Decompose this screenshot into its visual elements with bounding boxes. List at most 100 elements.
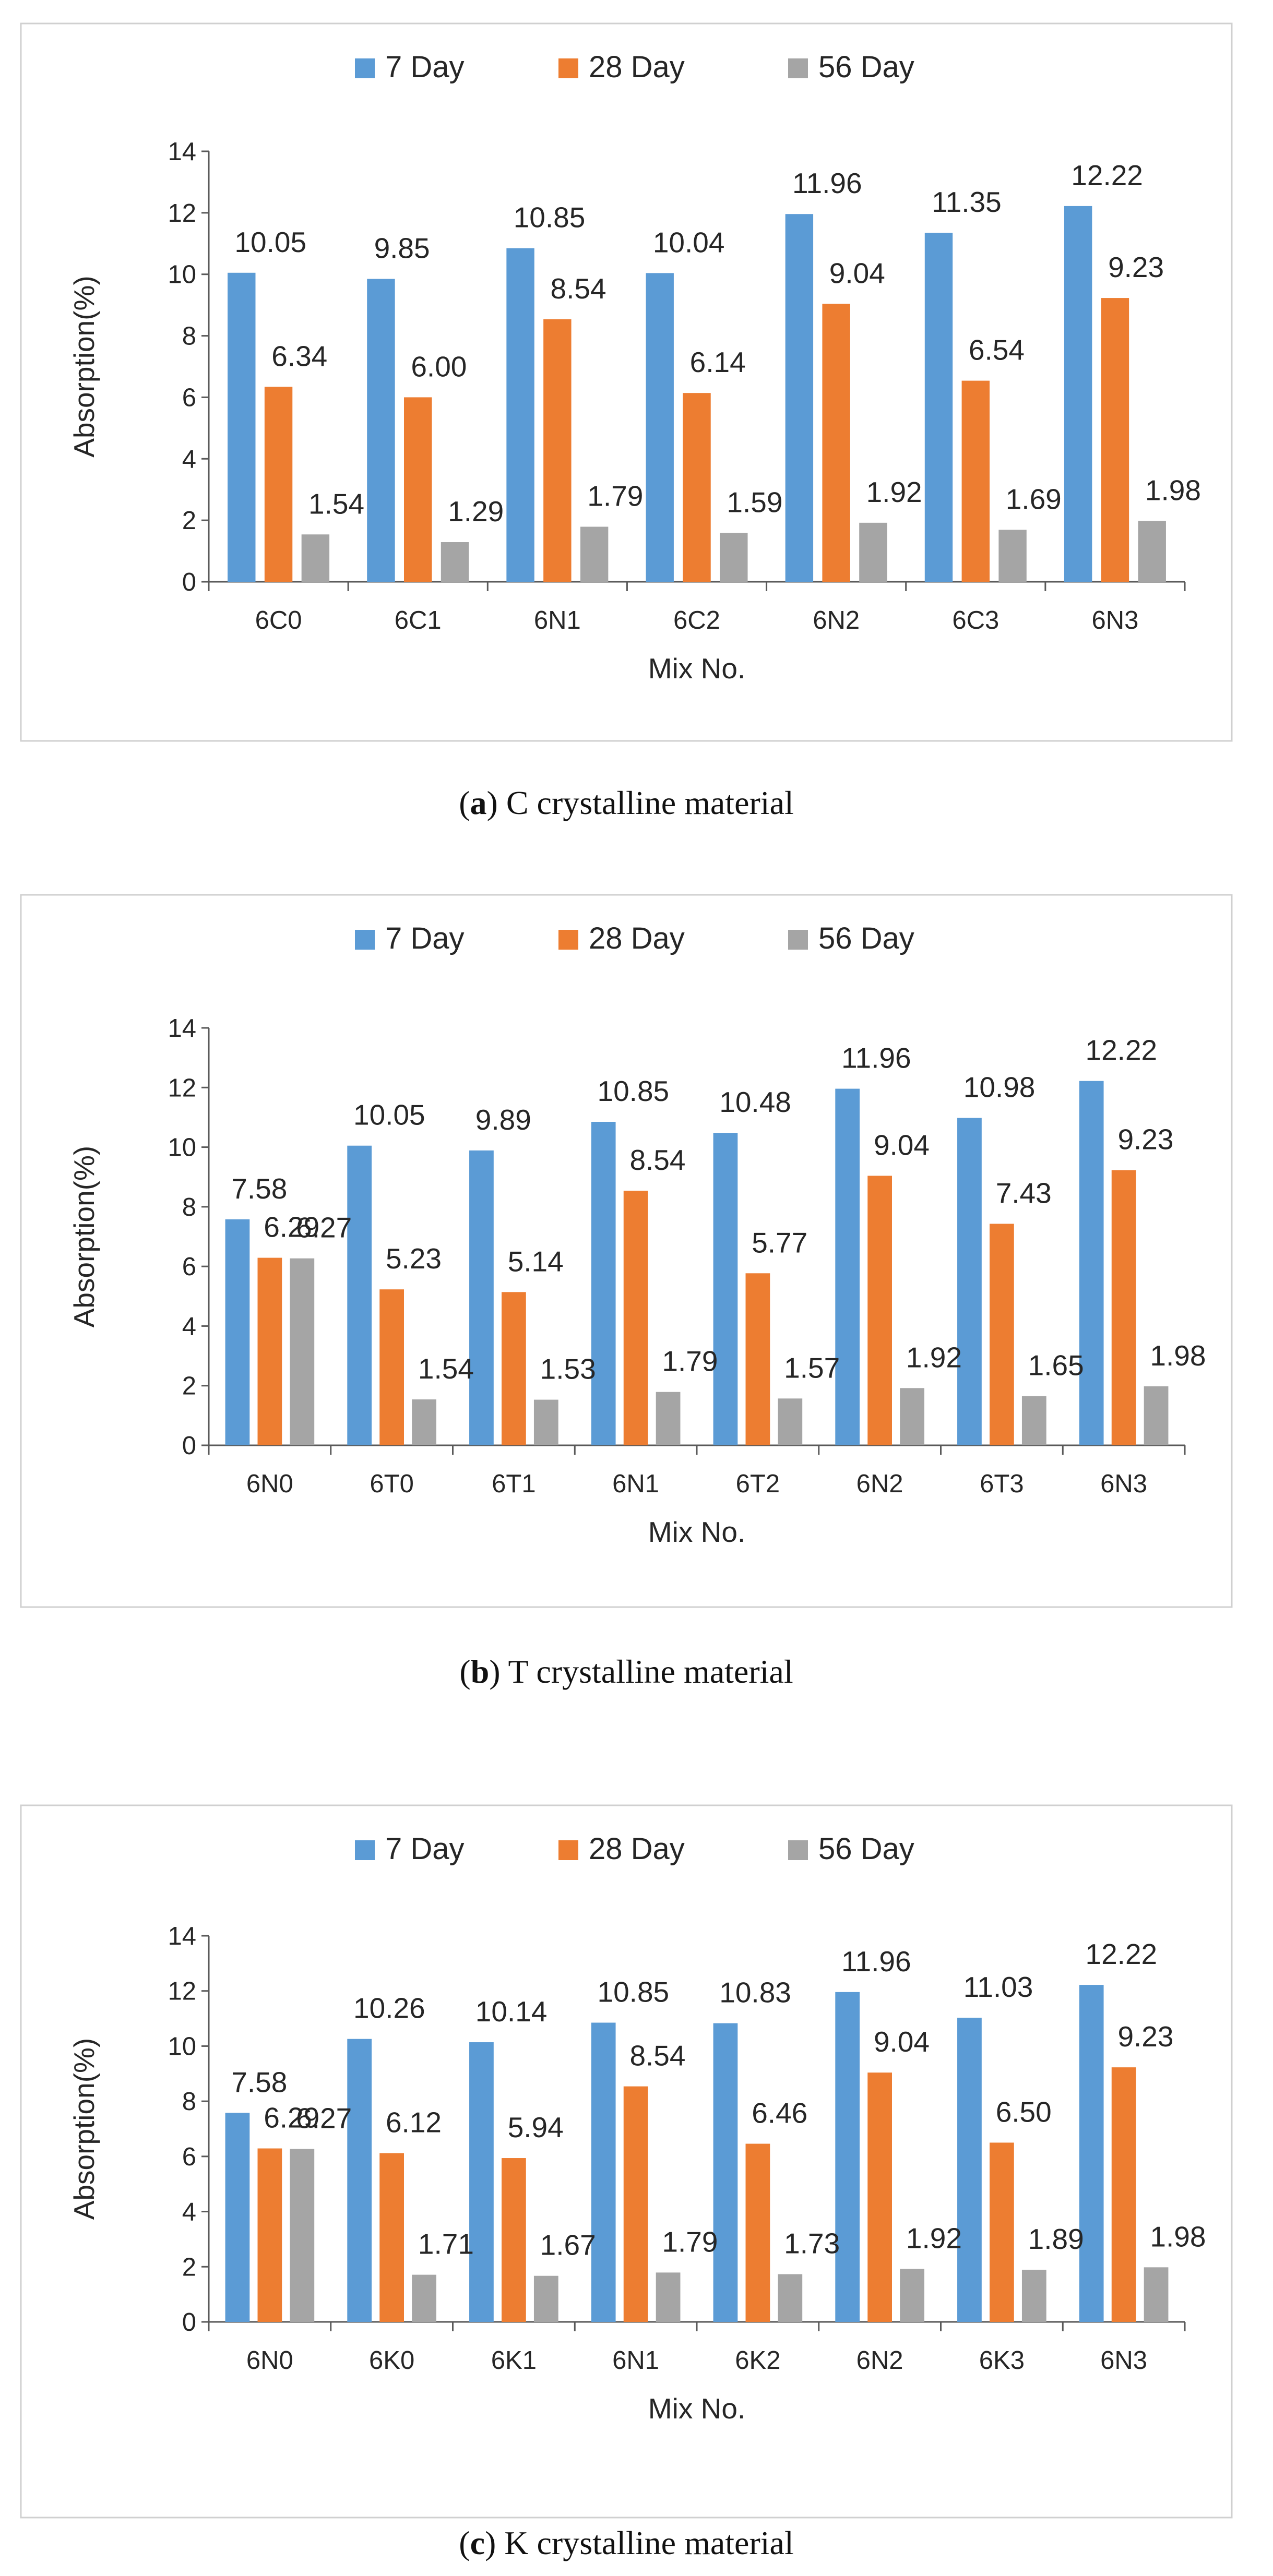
x-tick-label: 6T3: [980, 1470, 1024, 1498]
data-label: 1.29: [448, 495, 504, 528]
y-tick-label: 6: [182, 2143, 196, 2171]
data-label: 1.92: [906, 1341, 962, 1373]
data-label: 10.05: [234, 226, 306, 258]
x-tick-label: 6N2: [856, 2346, 903, 2375]
y-tick-label: 14: [168, 1922, 196, 1950]
y-tick-label: 8: [182, 1193, 196, 1221]
y-tick-label: 0: [182, 568, 196, 596]
bar: [441, 542, 469, 582]
data-label: 8.54: [629, 1144, 685, 1176]
data-label: 1.79: [662, 2225, 718, 2258]
caption-paren: (: [459, 1653, 470, 1690]
bar: [404, 397, 432, 582]
bar: [469, 2042, 494, 2322]
x-tick-label: 6N2: [813, 606, 860, 634]
y-tick-label: 0: [182, 2308, 196, 2337]
bar: [1021, 1396, 1046, 1445]
y-tick-label: 4: [182, 1312, 196, 1340]
data-label: 1.54: [418, 1352, 474, 1385]
y-tick-label: 0: [182, 1432, 196, 1460]
bar: [1111, 1170, 1136, 1445]
legend-label: 7 Day: [385, 1832, 465, 1866]
data-label: 7.58: [231, 2066, 287, 2098]
y-tick-label: 10: [168, 1134, 196, 1162]
data-label: 6.27: [296, 1212, 352, 1244]
bar: [290, 2149, 315, 2322]
legend-label: 56 Day: [818, 50, 914, 84]
bar: [961, 380, 990, 582]
y-axis: 0 2 4 6 8 10 12 14: [168, 1014, 210, 1460]
x-axis-title: Mix No.: [648, 652, 745, 685]
bars: [225, 1081, 1169, 1445]
data-label: 12.22: [1085, 1034, 1157, 1067]
bar: [900, 2269, 924, 2322]
data-label: 5.94: [508, 2111, 564, 2143]
data-label: 1.73: [784, 2227, 840, 2260]
data-label: 1.79: [587, 480, 643, 512]
y-tick-label: 14: [168, 138, 196, 166]
data-label: 6.29: [264, 2102, 319, 2134]
data-labels: 7.58 10.05 9.89 10.85 10.48 11.96 10.98 12.22 6.…: [231, 1034, 1206, 1385]
data-label: 10.14: [475, 1995, 548, 2028]
y-tick-label: 4: [182, 445, 196, 473]
chart-panel-a: 0 2 4 6 8 10 12 14 Absorption(%) 6C0 6C1 6N1 6C2 6N2 6…: [20, 22, 1233, 821]
figure-caption: (c) K crystalline material: [459, 2524, 793, 2561]
data-label: 5.23: [386, 1242, 442, 1275]
y-tick-label: 12: [168, 1978, 196, 2006]
bar: [656, 2272, 681, 2322]
data-label: 11.96: [841, 1945, 911, 1978]
data-label: 1.98: [1145, 474, 1201, 506]
x-tick-label: 6N2: [856, 1470, 903, 1498]
bar: [367, 279, 395, 582]
y-tick-label: 6: [182, 384, 196, 412]
legend-swatch: [558, 58, 578, 78]
data-label: 1.92: [866, 476, 922, 508]
legend: 7 Day 28 Day 56 Day: [355, 921, 914, 955]
data-label: 10.26: [353, 1992, 425, 2024]
y-tick-label: 10: [168, 261, 196, 289]
bar: [1079, 1081, 1104, 1445]
bar: [506, 248, 534, 582]
bar: [412, 1399, 436, 1445]
data-label: 9.23: [1117, 2020, 1173, 2053]
caption-paren: ): [489, 1653, 508, 1690]
bar: [1144, 1386, 1169, 1445]
data-label: 6.14: [690, 346, 746, 378]
bar: [998, 530, 1027, 582]
legend-label: 56 Day: [818, 1832, 914, 1866]
bar: [1138, 521, 1166, 582]
y-tick-label: 6: [182, 1253, 196, 1281]
data-label: 6.12: [386, 2106, 442, 2139]
data-label: 1.53: [540, 1353, 596, 1385]
bar: [745, 1273, 770, 1445]
bar: [623, 2086, 648, 2322]
data-label: 6.29: [264, 1211, 319, 1243]
data-labels: 7.58 10.26 10.14 10.85 10.83 11.96 11.03 12.22 6…: [231, 1938, 1206, 2261]
legend-swatch: [788, 930, 808, 950]
bar: [1064, 206, 1092, 582]
bar: [533, 2275, 558, 2322]
data-label: 12.22: [1071, 159, 1143, 191]
bar: [257, 1257, 282, 1445]
bar: [835, 1088, 860, 1445]
data-label: 10.83: [719, 1976, 791, 2009]
bar: [957, 1118, 982, 1445]
bar: [822, 304, 850, 582]
bar: [469, 1150, 494, 1445]
legend: 7 Day 28 Day 56 Day: [355, 1832, 914, 1866]
data-label: 12.22: [1085, 1938, 1157, 1970]
bar: [580, 526, 609, 582]
y-tick-label: 2: [182, 2253, 196, 2281]
data-label: 10.04: [653, 226, 725, 258]
bar: [379, 2153, 404, 2322]
bar: [347, 1145, 372, 1445]
x-tick-label: 6C1: [395, 606, 442, 634]
bar: [502, 1292, 526, 1445]
x-tick-label: 6N1: [534, 606, 581, 634]
bar: [301, 534, 330, 582]
legend-label: 28 Day: [589, 50, 685, 84]
caption-text: K crystalline material: [504, 2524, 793, 2561]
data-label: 9.04: [874, 1129, 930, 1161]
legend: 7 Day 28 Day 56 Day: [355, 50, 914, 84]
data-label: 1.89: [1028, 2223, 1084, 2255]
